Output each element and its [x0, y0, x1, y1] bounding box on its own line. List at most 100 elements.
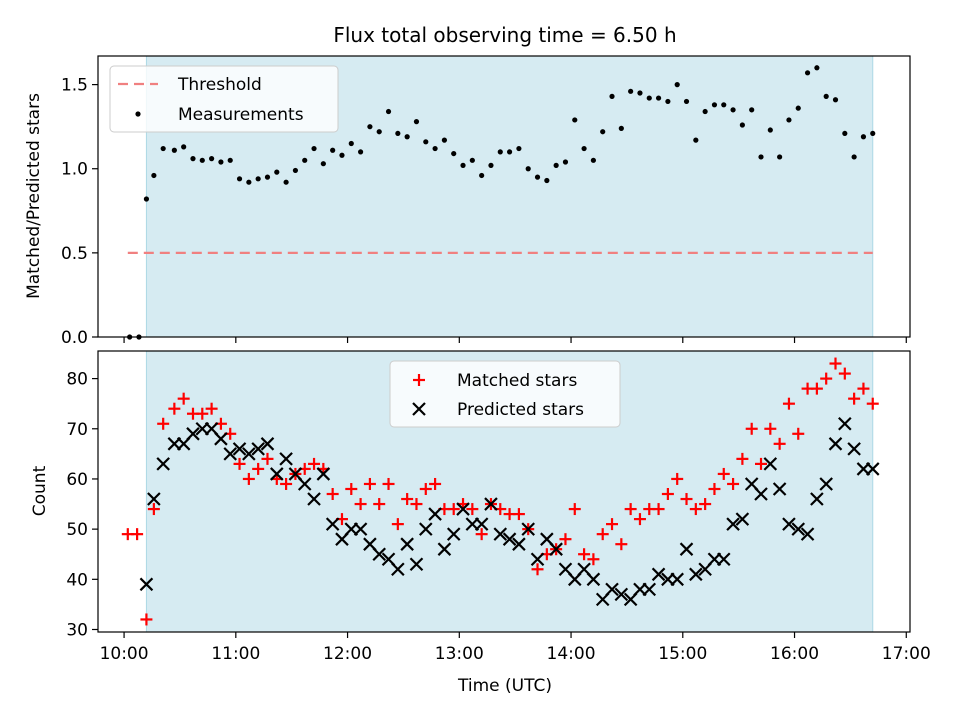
predicted-star-point [270, 467, 284, 481]
matched-star-point [848, 392, 861, 405]
matched-star-point [764, 422, 777, 435]
measurement-point [860, 134, 867, 140]
measurement-point [264, 174, 271, 180]
ratio-legend: Threshold Measurements [109, 65, 339, 133]
matched-star-point [708, 482, 721, 495]
ratio-axes-frame [97, 55, 911, 338]
measurement-point [479, 172, 485, 179]
matched-star-point [205, 402, 218, 415]
matched-star-point [242, 472, 255, 485]
matched-star-point [475, 528, 488, 541]
measurement-point [711, 102, 718, 108]
x-tick-label: 14:00 [547, 644, 596, 664]
measurement-point [423, 139, 429, 145]
predicted-star-point [223, 447, 238, 461]
matched-star-point [587, 553, 600, 566]
measurement-point [767, 127, 773, 133]
measurement-point [870, 130, 876, 137]
matched-star-point [773, 437, 786, 450]
matched-star-point [829, 357, 842, 370]
predicted-star-point [307, 492, 321, 506]
measurement-point [823, 93, 829, 99]
matched-star-point [466, 503, 479, 516]
matched-star-point [820, 372, 833, 385]
measurement-point [274, 169, 280, 175]
x-tick-label: 10:00 [100, 644, 149, 664]
measurement-point [739, 122, 745, 128]
matched-star-point [680, 493, 693, 506]
predicted-star-point [614, 587, 629, 602]
ratio-panel: 0.0 0.5 1.0 1.5 Matched/Predicted stars Thr… [24, 55, 911, 348]
legend-measurements-swatch [135, 111, 141, 117]
predicted-star-point [279, 452, 293, 466]
legend-matched-label: Matched stars [457, 371, 577, 391]
predicted-star-point [325, 517, 340, 531]
measurement-point [143, 196, 150, 202]
matched-star-point [671, 472, 684, 485]
predicted-star-point [847, 442, 861, 456]
matched-star-point [578, 548, 591, 561]
measurement-point [451, 150, 457, 157]
predicted-star-point [642, 582, 657, 597]
matched-star-point [252, 462, 265, 475]
predicted-star-point [409, 557, 424, 572]
matched-star-point [140, 613, 153, 626]
matched-star-point [429, 477, 442, 490]
measurement-point [488, 162, 494, 168]
predicted-star-point [493, 527, 508, 541]
predicted-star-point [446, 527, 461, 541]
predicted-star-point [810, 492, 824, 506]
measurement-point [209, 156, 215, 162]
measurement-point [544, 177, 550, 184]
chart-title: Flux total observing time = 6.50 h [333, 23, 676, 47]
predicted-star-point [716, 552, 731, 567]
predicted-star-point [139, 577, 154, 592]
measurement-point [160, 145, 166, 152]
predicted-star-point [147, 492, 161, 506]
matched-star-point [410, 498, 423, 511]
measurement-point [683, 98, 690, 105]
matched-star-point [568, 503, 581, 516]
matched-star-point [391, 518, 404, 531]
x-tick-label: 12:00 [323, 644, 372, 664]
predicted-star-point [474, 517, 489, 531]
measurement-point [618, 125, 624, 131]
predicted-star-point [419, 522, 433, 536]
x-tick-label: 16:00 [770, 644, 819, 664]
y-tick-label: 80 [66, 370, 88, 390]
measurement-point [460, 162, 466, 168]
measurement-point [246, 179, 252, 185]
predicted-star-point [726, 517, 740, 531]
predicted-star-point [353, 522, 368, 536]
measurement-point [227, 157, 233, 163]
matched-star-point [792, 427, 805, 440]
measurement-point [795, 105, 801, 111]
measurement-point [311, 145, 317, 152]
matched-star-point [345, 482, 358, 495]
measurement-point [590, 157, 596, 163]
measurement-point [674, 82, 680, 88]
count-x-ticks: 10:00 11:00 12:00 13:00 14:00 15:00 16:00 17:00 [100, 632, 931, 664]
predicted-star-point [437, 542, 452, 556]
measurement-point [171, 147, 177, 153]
count-panel: 30 40 50 60 70 80 10:00 11:00 12:00 13:00 14:00 15… [30, 350, 931, 696]
matched-star-point [447, 503, 460, 516]
count-legend: Matched stars Predicted stars [389, 360, 621, 428]
measurement-point [404, 134, 410, 140]
matched-star-point [606, 518, 619, 531]
predicted-star-point [763, 457, 778, 471]
matched-star-point [689, 503, 702, 516]
predicted-star-point [232, 442, 247, 456]
predicted-star-point [484, 497, 498, 511]
measurement-point [441, 137, 448, 143]
matched-star-point [131, 528, 144, 541]
ratio-y-ticks: 0.0 0.5 1.0 1.5 [61, 76, 98, 348]
predicted-star-point [521, 522, 535, 536]
y-tick-label: 50 [66, 520, 88, 540]
measurement-point [628, 88, 634, 94]
predicted-star-point [391, 562, 405, 577]
count-y-axis-label: Count [30, 465, 50, 516]
measurement-point [218, 159, 224, 165]
legend-threshold-label: Threshold [177, 75, 262, 95]
matched-star-point [717, 467, 730, 480]
